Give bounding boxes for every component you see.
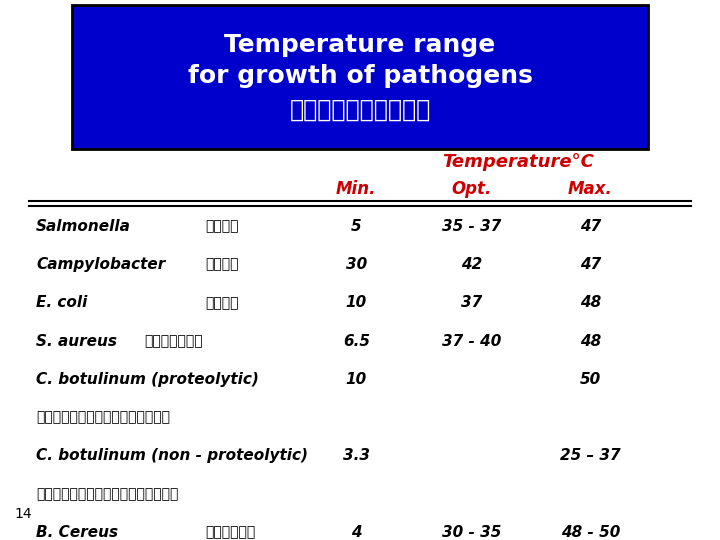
Text: 3.3: 3.3 (343, 449, 370, 463)
Text: Campylobacter: Campylobacter (36, 257, 166, 272)
Text: 14: 14 (14, 508, 32, 522)
Text: Salmonella: Salmonella (36, 219, 131, 234)
Text: B. Cereus: B. Cereus (36, 525, 118, 540)
Text: Opt.: Opt. (451, 180, 492, 198)
Text: Temperature range: Temperature range (225, 33, 495, 57)
Text: 6.5: 6.5 (343, 334, 370, 348)
Text: 致病菌生长的温度范围: 致病菌生长的温度范围 (289, 98, 431, 122)
Text: 25 – 37: 25 – 37 (560, 449, 621, 463)
Text: Min.: Min. (336, 180, 377, 198)
Text: 30 - 35: 30 - 35 (442, 525, 501, 540)
Text: 47: 47 (580, 219, 601, 234)
Text: 10: 10 (346, 372, 367, 387)
Text: 47: 47 (580, 257, 601, 272)
Text: 30: 30 (346, 257, 367, 272)
Text: 48: 48 (580, 295, 601, 310)
Text: 42: 42 (461, 257, 482, 272)
Text: 金黄色葡萄球菌: 金黄色葡萄球菌 (144, 334, 202, 348)
Text: 37: 37 (461, 295, 482, 310)
Text: Max.: Max. (568, 180, 613, 198)
Text: for growth of pathogens: for growth of pathogens (188, 64, 532, 87)
Text: C. botulinum (non - proteolytic): C. botulinum (non - proteolytic) (36, 449, 308, 463)
Text: 37 - 40: 37 - 40 (442, 334, 501, 348)
Text: 大肠杆菌: 大肠杆菌 (205, 296, 239, 310)
Text: E. coli: E. coli (36, 295, 87, 310)
Text: 48 - 50: 48 - 50 (561, 525, 620, 540)
FancyBboxPatch shape (72, 5, 648, 149)
Text: 35 - 37: 35 - 37 (442, 219, 501, 234)
Text: 50: 50 (580, 372, 601, 387)
Text: 弯曲杆菌: 弯曲杆菌 (205, 258, 239, 272)
Text: 沙门氏菌: 沙门氏菌 (205, 219, 239, 233)
Text: 4: 4 (351, 525, 361, 540)
Text: 蜡状芽孢杆菌: 蜡状芽孢杆菌 (205, 525, 256, 539)
Text: Temperature°C: Temperature°C (443, 153, 594, 171)
Text: 5: 5 (351, 219, 361, 234)
Text: 肉毒梭状芽孢杆菌（非蛋白质水解型）: 肉毒梭状芽孢杆菌（非蛋白质水解型） (36, 487, 179, 501)
Text: 10: 10 (346, 295, 367, 310)
Text: 48: 48 (580, 334, 601, 348)
Text: 肉毒梭状芽孢杆菌（蛋白质水解型）: 肉毒梭状芽孢杆菌（蛋白质水解型） (36, 411, 170, 424)
Text: C. botulinum (proteolytic): C. botulinum (proteolytic) (36, 372, 259, 387)
Text: S. aureus: S. aureus (36, 334, 117, 348)
